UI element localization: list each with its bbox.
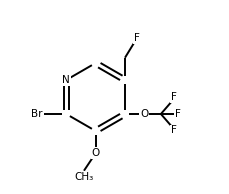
Text: N: N	[62, 75, 70, 85]
Text: CH₃: CH₃	[74, 172, 93, 182]
Text: F: F	[170, 126, 176, 135]
Text: Br: Br	[31, 109, 43, 119]
Text: O: O	[140, 109, 148, 119]
Text: O: O	[91, 148, 99, 158]
Text: F: F	[175, 109, 180, 119]
Text: F: F	[170, 93, 176, 102]
Text: F: F	[133, 33, 139, 43]
